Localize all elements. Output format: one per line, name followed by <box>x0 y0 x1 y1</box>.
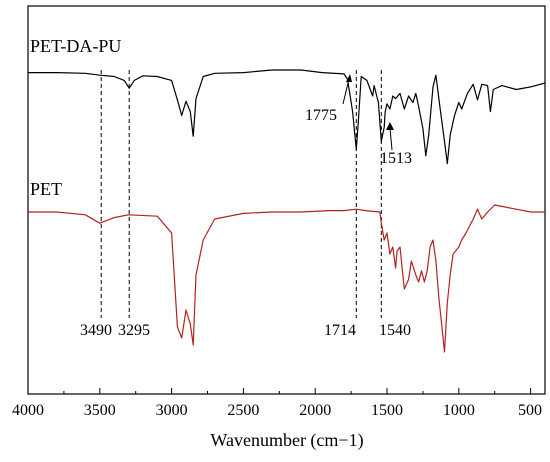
series-label-pet-da-pu: PET-DA-PU <box>30 36 121 56</box>
x-tick-label-1000: 1000 <box>443 402 475 419</box>
dashed-reference-lines <box>100 70 382 318</box>
x-axis-label: Wavenumber (cm−1) <box>210 430 363 451</box>
x-tick-label-3000: 3000 <box>156 402 188 419</box>
series-line-pet-da-pu <box>28 69 546 165</box>
plot-frame <box>27 5 546 395</box>
arrow-1775 <box>342 78 350 105</box>
dash-label-1540: 1540 <box>379 322 411 339</box>
series-label-pet: PET <box>30 179 62 199</box>
series-line-pet <box>28 204 545 353</box>
peak-label-1775: 1775 <box>305 107 337 124</box>
arrow-1513-head <box>386 122 394 130</box>
x-axis-ticks: 4000 3500 3000 2500 2000 1500 1000 500 <box>12 388 542 419</box>
x-tick-label-3500: 3500 <box>84 402 116 419</box>
x-tick-label-2500: 2500 <box>227 402 259 419</box>
x-tick-label-1500: 1500 <box>371 402 403 419</box>
series-group <box>28 69 546 353</box>
x-tick-label-4000: 4000 <box>12 402 44 419</box>
dash-label-1714: 1714 <box>324 322 356 339</box>
x-tick-label-2000: 2000 <box>299 402 331 419</box>
dash-label-3295: 3295 <box>118 322 150 339</box>
dash-label-3490: 3490 <box>80 322 112 339</box>
arrow-1775-head <box>346 74 352 82</box>
peak-label-1513: 1513 <box>380 150 412 167</box>
arrow-1513 <box>389 127 393 151</box>
x-tick-label-500: 500 <box>518 402 542 419</box>
